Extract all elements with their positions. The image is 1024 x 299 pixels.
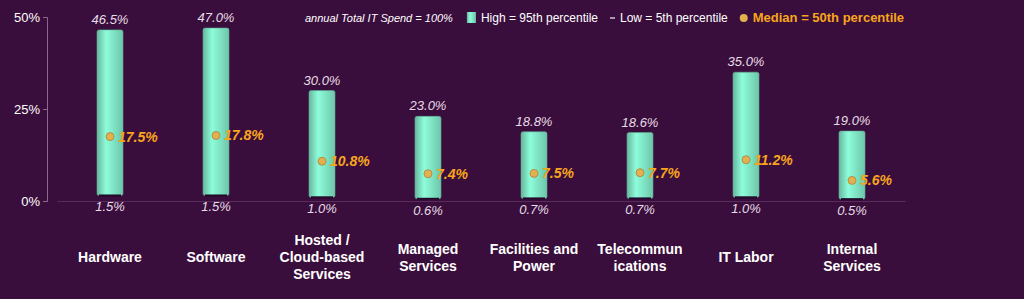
low-marker: [735, 196, 757, 198]
legend-label: High = 95th percentile: [481, 11, 598, 25]
range-bar: [733, 72, 759, 197]
range-bar: [309, 91, 335, 198]
legend-label: Low = 5th percentile: [620, 11, 728, 25]
median-dot: [212, 131, 220, 139]
range-bar: [203, 28, 229, 195]
y-tick-mark: [43, 201, 47, 202]
median-label: 11.2%: [754, 152, 793, 168]
range-bar: [839, 131, 865, 199]
low-label: 1.0%: [731, 201, 761, 216]
x-axis: HardwareSoftwareHosted /Cloud-basedServi…: [58, 201, 906, 282]
low-marker: [417, 198, 439, 200]
median-dot: [530, 169, 538, 177]
x-tick: InternalServices: [823, 201, 881, 274]
median-label: 17.8%: [224, 127, 264, 143]
y-tick-label: 50%: [14, 10, 40, 25]
low-label: 1.5%: [95, 199, 125, 214]
low-marker: [311, 196, 333, 198]
y-axis-line: [43, 18, 48, 202]
x-tick-label-line: IT Labor: [718, 249, 774, 265]
x-tick-label-line: Facilities and: [490, 241, 579, 257]
median-dot: [636, 169, 644, 177]
y-axis: 0% 25% 50%: [14, 10, 48, 209]
median-dot: [318, 157, 326, 165]
chart: 0% 25% 50% Hardware Software Hosted /Cloud-ba…: [0, 0, 1024, 299]
x-tick-label-line: Internal: [827, 241, 878, 257]
y-tick: 50%: [14, 10, 47, 25]
x-tick-label-line: ications: [614, 258, 667, 274]
low-marker: [629, 197, 651, 199]
high-label: 46.5%: [92, 12, 129, 27]
y-tick: 25%: [14, 102, 47, 117]
median-label: 7.4%: [436, 166, 468, 182]
x-axis-line: [58, 201, 906, 202]
x-tick-label: IT Labor: [718, 249, 774, 265]
high-label: 35.0%: [728, 54, 765, 69]
legend-label: Median = 50th percentile: [753, 10, 904, 25]
x-tick-label: Telecommunications: [597, 241, 682, 274]
x-tick-label-line: Cloud-based: [280, 249, 365, 265]
x-tick-label-line: Telecommun: [597, 241, 682, 257]
high-label: 19.0%: [834, 113, 871, 128]
x-tick-label: InternalServices: [823, 241, 881, 274]
low-label: 1.5%: [201, 199, 231, 214]
x-tick-label-line: Services: [293, 266, 351, 282]
y-tick-label: 0%: [21, 194, 40, 209]
x-tick: IT Labor: [718, 201, 774, 265]
subtitle: annual Total IT Spend = 100%: [305, 12, 453, 24]
y-tick-mark: [43, 17, 47, 18]
legend: annual Total IT Spend = 100% High = 95th …: [305, 10, 904, 25]
low-marker: [841, 198, 863, 200]
x-tick-label-line: Hosted /: [294, 232, 349, 248]
low-label: 0.6%: [413, 203, 443, 218]
median-label: 7.5%: [542, 165, 574, 181]
x-tick-label-line: Power: [513, 258, 556, 274]
low-label: 0.7%: [625, 202, 655, 217]
x-tick-label-line: Managed: [398, 241, 459, 257]
x-tick: Hosted /Cloud-basedServices: [280, 201, 365, 282]
range-bar: [415, 116, 441, 198]
x-tick-label: ManagedServices: [398, 241, 459, 274]
range-bar: [97, 30, 123, 196]
x-tick: ManagedServices: [398, 201, 459, 274]
low-label: 1.0%: [307, 201, 337, 216]
median-label: 17.5%: [118, 129, 158, 145]
x-tick-label-line: Software: [186, 249, 245, 265]
x-tick: Telecommunications: [597, 201, 682, 274]
y-tick-mark: [43, 109, 47, 110]
x-tick-label-line: Services: [823, 258, 881, 274]
high-label: 18.8%: [516, 114, 553, 129]
median-dot: [742, 156, 750, 164]
y-tick: 0%: [21, 194, 47, 209]
x-tick-label-line: Hardware: [78, 249, 142, 265]
median-dot: [848, 176, 856, 184]
x-tick: Facilities andPower: [490, 201, 579, 274]
median-dot: [106, 133, 114, 141]
high-label: 18.6%: [622, 115, 659, 130]
low-label: 0.7%: [519, 202, 549, 217]
x-tick-label: Hardware: [78, 249, 142, 265]
median-label: 5.6%: [860, 172, 892, 188]
data-labels: 46.5% 1.5% 17.5% 47.0% 1.5% 17.8% 30.0% 1.0% 10.…: [92, 10, 893, 218]
x-tick-label: Software: [186, 249, 245, 265]
high-label: 47.0%: [198, 10, 235, 25]
low-marker: [99, 194, 121, 196]
legend-swatch: [610, 17, 615, 19]
y-tick-label: 25%: [14, 102, 40, 117]
high-label: 23.0%: [409, 98, 447, 113]
x-tick-label-line: Services: [399, 258, 457, 274]
low-label: 0.5%: [837, 203, 867, 218]
high-label: 30.0%: [304, 73, 341, 88]
legend-swatch: [467, 12, 476, 23]
median-label: 10.8%: [330, 153, 370, 169]
median-dot: [424, 170, 432, 178]
low-marker: [205, 194, 227, 196]
legend-swatch: [740, 14, 748, 22]
median-label: 7.7%: [648, 165, 680, 181]
x-tick-label: Hosted /Cloud-basedServices: [280, 232, 365, 282]
x-tick-label: Facilities andPower: [490, 241, 579, 274]
plot-area: [97, 28, 865, 199]
low-marker: [523, 197, 545, 199]
background: [0, 0, 1024, 299]
